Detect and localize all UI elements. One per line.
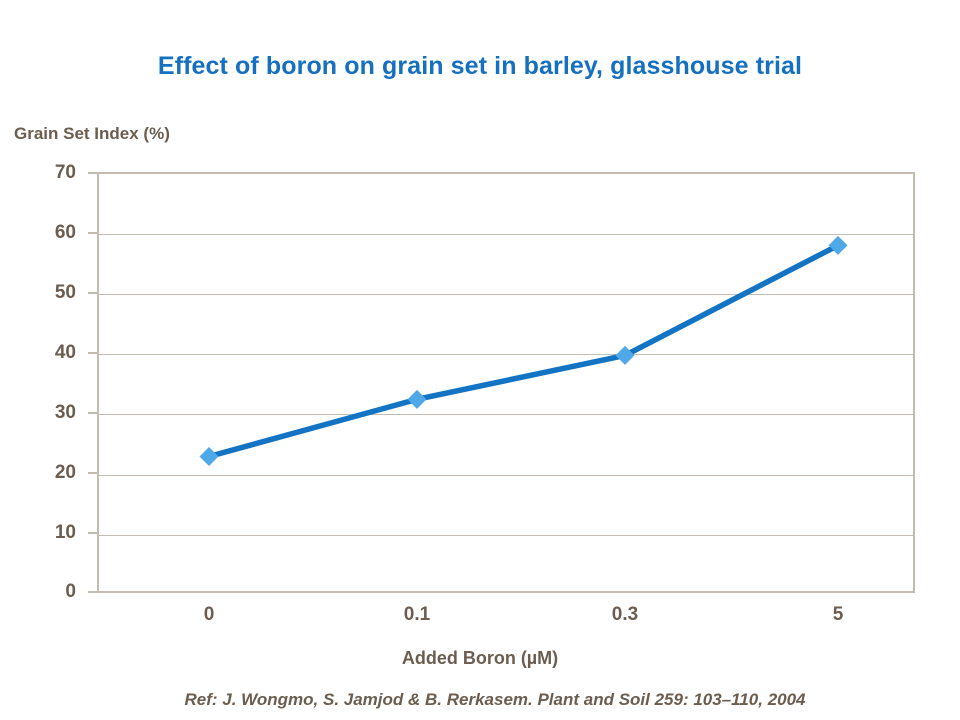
y-tick-mark-60	[88, 232, 97, 234]
y-tick-label-20: 20	[54, 462, 76, 483]
plot-area	[97, 172, 915, 593]
y-tick-label-10: 10	[54, 522, 76, 543]
x-axis-title: Added Boron (µM)	[401, 648, 559, 668]
page-title: Effect of boron on grain set in barley, …	[157, 52, 803, 80]
x-tick-label-2: 0.3	[611, 604, 639, 625]
gridline-50	[99, 294, 913, 295]
y-tick-mark-30	[88, 412, 97, 414]
y-tick-mark-10	[88, 532, 97, 534]
gridline-30	[99, 414, 913, 415]
x-tick-label-1: 0.1	[403, 604, 431, 625]
y-tick-label-30: 30	[54, 402, 76, 423]
gridline-20	[99, 475, 913, 476]
gridline-60	[99, 234, 913, 235]
y-tick-mark-20	[88, 472, 97, 474]
y-tick-mark-70	[88, 172, 97, 174]
y-tick-label-0: 0	[65, 581, 76, 602]
y-tick-mark-40	[88, 352, 97, 354]
y-tick-mark-0	[88, 591, 97, 593]
gridline-40	[99, 354, 913, 355]
y-tick-label-40: 40	[54, 342, 76, 363]
y-tick-label-70: 70	[54, 162, 76, 183]
x-tick-label-0: 0	[203, 604, 215, 625]
x-tick-label-3: 5	[832, 604, 844, 625]
reference-footnote: Ref: J. Wongmo, S. Jamjod & B. Rerkasem.…	[184, 690, 806, 709]
y-tick-mark-50	[88, 292, 97, 294]
y-axis-title: Grain Set Index (%)	[14, 124, 170, 143]
gridline-10	[99, 535, 913, 536]
y-tick-label-60: 60	[54, 222, 76, 243]
y-tick-label-50: 50	[54, 282, 76, 303]
